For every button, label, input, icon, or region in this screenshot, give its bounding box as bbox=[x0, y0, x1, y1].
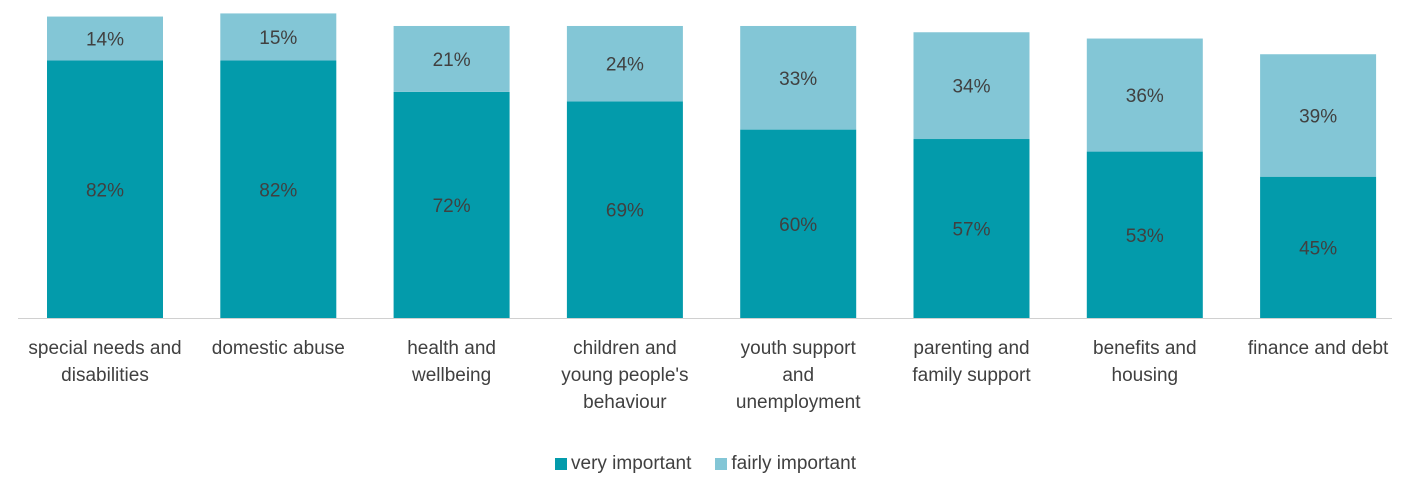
bar-segment-very-important bbox=[47, 60, 163, 319]
data-label: 39% bbox=[1299, 106, 1337, 127]
data-label: 82% bbox=[259, 180, 297, 201]
category-label: benefits and housing bbox=[1093, 338, 1197, 386]
bar-segment-very-important bbox=[913, 139, 1030, 318]
data-label: 21% bbox=[433, 50, 471, 71]
data-label: 33% bbox=[779, 69, 817, 90]
data-label: 45% bbox=[1299, 238, 1337, 259]
category-label: finance and debt bbox=[1248, 338, 1389, 359]
bar-segment-fairly-important bbox=[566, 25, 683, 102]
data-label: 53% bbox=[1126, 226, 1164, 247]
category-label: special needs and disabilities bbox=[28, 338, 181, 386]
bars-group: 82% 14% 82% 15% 72% 21% 69% 24% 60% 33% 57% 34% 53% 3… bbox=[47, 13, 1377, 319]
legend-item-fairly-important: fairly important bbox=[715, 453, 856, 475]
category-label: youth support and unemployment bbox=[736, 338, 861, 413]
data-label: 15% bbox=[259, 28, 297, 49]
data-label: 69% bbox=[606, 201, 644, 222]
stacked-bar-chart: 82% 14% 82% 15% 72% 21% 69% 24% 60% 33% 57% 34% 53% 3… bbox=[18, 13, 1392, 413]
bar-segment-fairly-important bbox=[1260, 54, 1377, 177]
bar-segment-very-important bbox=[220, 60, 337, 319]
bar-segment-very-important bbox=[1086, 151, 1203, 318]
data-label: 24% bbox=[606, 55, 644, 76]
bar-segment-fairly-important bbox=[740, 25, 857, 130]
bar-segment-fairly-important bbox=[1086, 38, 1203, 152]
bar-segment-fairly-important bbox=[220, 13, 337, 61]
data-label: 14% bbox=[86, 30, 124, 51]
bar-segment-fairly-important bbox=[393, 25, 510, 92]
bar-segment-fairly-important bbox=[913, 32, 1030, 140]
legend: very important fairly important bbox=[0, 453, 1411, 475]
category-label: children and young people's behaviour bbox=[561, 338, 688, 413]
category-label: domestic abuse bbox=[212, 338, 345, 359]
bar-segment-very-important bbox=[740, 129, 857, 318]
bar-segment-very-important bbox=[566, 101, 683, 318]
legend-swatch bbox=[555, 458, 567, 470]
legend-item-very-important: very important bbox=[555, 453, 691, 475]
data-label: 36% bbox=[1126, 86, 1164, 107]
x-axis-labels: special needs and disabilities domestic ab… bbox=[28, 338, 1389, 413]
legend-label: fairly important bbox=[731, 453, 856, 474]
data-label: 82% bbox=[86, 180, 124, 201]
legend-label: very important bbox=[571, 453, 692, 474]
legend-swatch bbox=[715, 458, 728, 470]
bar-segment-very-important bbox=[393, 91, 510, 318]
data-label: 34% bbox=[952, 77, 990, 98]
category-label: health and wellbeing bbox=[407, 338, 496, 386]
data-label: 57% bbox=[952, 220, 990, 241]
category-label: parenting and family support bbox=[912, 338, 1031, 386]
bar-segment-fairly-important bbox=[47, 16, 163, 61]
data-label: 72% bbox=[433, 196, 471, 217]
bar-segment-very-important bbox=[1260, 176, 1377, 318]
data-label: 60% bbox=[779, 215, 817, 236]
